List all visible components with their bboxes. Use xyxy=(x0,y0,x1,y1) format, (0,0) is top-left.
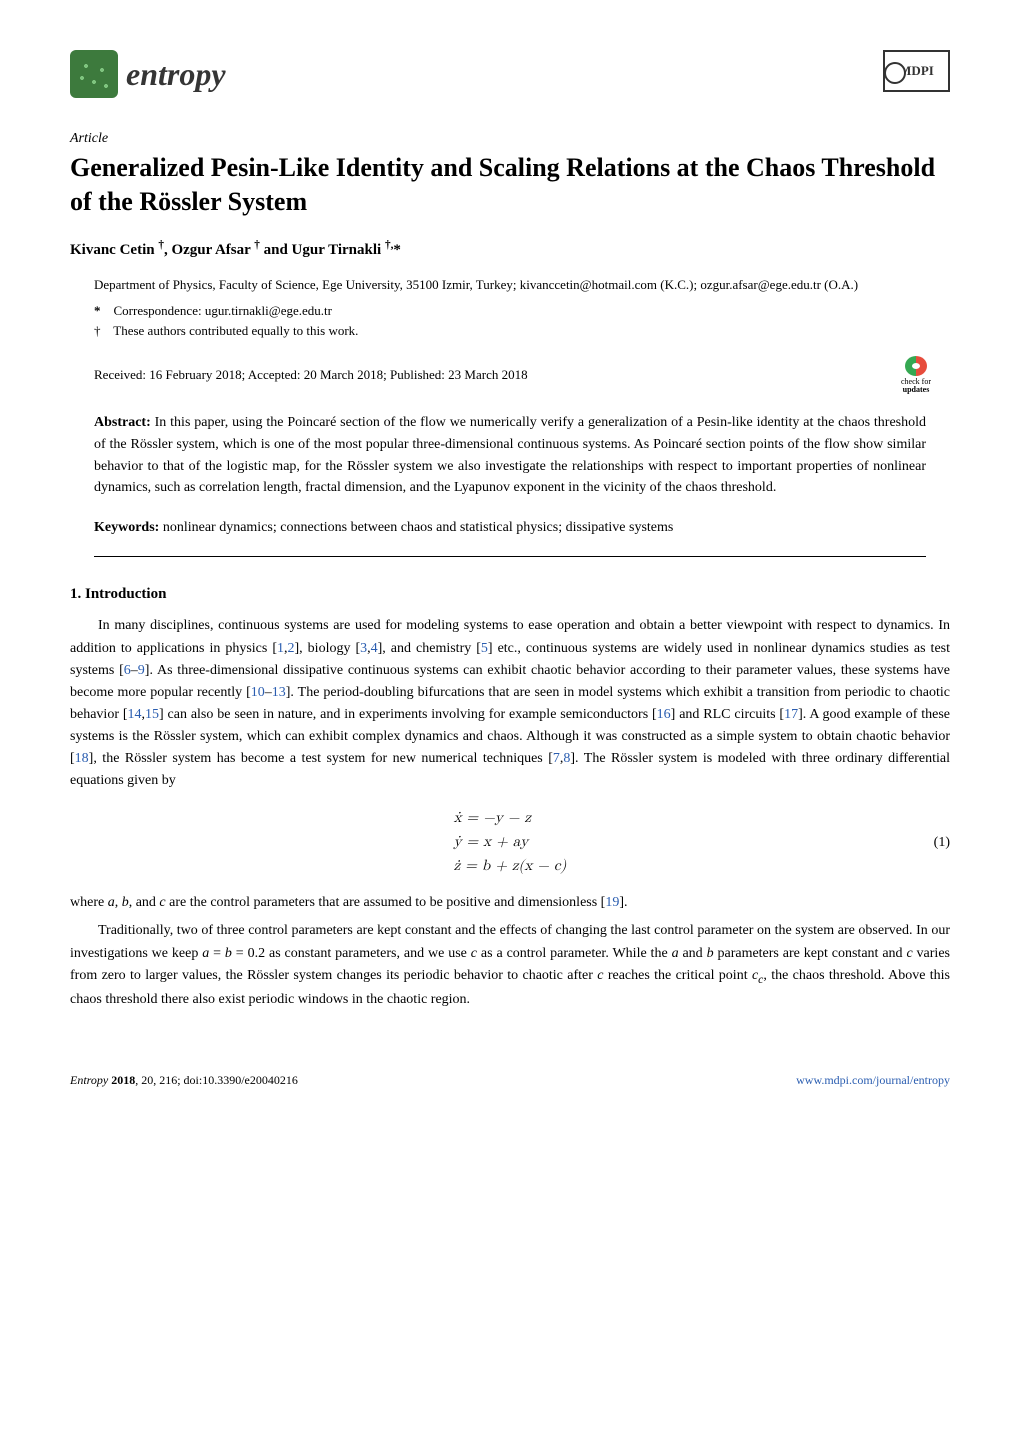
publisher-name: MDPI xyxy=(899,61,934,81)
keywords: Keywords: nonlinear dynamics; connection… xyxy=(94,517,926,538)
citation-link[interactable]: 15 xyxy=(145,707,159,722)
citation-link[interactable]: 2 xyxy=(288,641,295,656)
citation-link[interactable]: 17 xyxy=(784,707,798,722)
equation-number: (1) xyxy=(934,832,950,853)
publisher-logo: MDPI xyxy=(883,50,950,92)
footer-url[interactable]: www.mdpi.com/journal/entropy xyxy=(796,1071,950,1089)
citation-link[interactable]: 10 xyxy=(251,685,265,700)
footer-journal: Entropy xyxy=(70,1073,111,1087)
page-footer: Entropy 2018, 20, 216; doi:10.3390/e2004… xyxy=(70,1071,950,1089)
text-fragment: ]. xyxy=(619,895,627,910)
page-header: entropy MDPI xyxy=(70,50,950,98)
dates-row: Received: 16 February 2018; Accepted: 20… xyxy=(70,356,950,394)
text-fragment: ], biology [ xyxy=(295,641,361,656)
affiliation: Department of Physics, Faculty of Scienc… xyxy=(94,275,950,295)
citation-link[interactable]: 9 xyxy=(138,663,145,678)
text-fragment: ] can also be seen in nature, and in exp… xyxy=(159,707,657,722)
citation-link[interactable]: 5 xyxy=(481,641,488,656)
citation-link[interactable]: 3 xyxy=(360,641,367,656)
entropy-icon xyxy=(70,50,118,98)
equation-content: ẋ = −y − z ẏ = x + ay ż = b + z(x − c) xyxy=(454,806,567,878)
publication-dates: Received: 16 February 2018; Accepted: 20… xyxy=(94,365,528,385)
eq1-line2: ẏ = x + ay xyxy=(454,830,567,854)
authors: Kivanc Cetin †, Ozgur Afsar † and Ugur T… xyxy=(70,237,950,262)
citation-link[interactable]: 19 xyxy=(605,895,619,910)
footer-citation: , 20, 216; doi:10.3390/e20040216 xyxy=(135,1073,298,1087)
citation-link[interactable]: 6 xyxy=(124,663,131,678)
corr-text: Correspondence: ugur.tirnakli@ege.edu.tr xyxy=(114,303,332,318)
section-heading: 1. Introduction xyxy=(70,583,950,606)
text-fragment: where xyxy=(70,895,108,910)
text-fragment: a xyxy=(108,895,115,910)
eq1-line1: ẋ = −y − z xyxy=(454,806,567,830)
authors-text: Kivanc Cetin †, Ozgur Afsar † and Ugur T… xyxy=(70,242,401,258)
correspondence-line: * Correspondence: ugur.tirnakli@ege.edu.… xyxy=(94,301,950,322)
article-type: Article xyxy=(70,128,950,149)
abstract-label: Abstract: xyxy=(94,415,151,430)
abstract-text: In this paper, using the Poincaré sectio… xyxy=(94,415,926,495)
check-updates-badge[interactable]: check for updates xyxy=(882,356,950,394)
keywords-label: Keywords: xyxy=(94,520,159,535)
text-fragment: ], and chemistry [ xyxy=(378,641,481,656)
footer-left: Entropy 2018, 20, 216; doi:10.3390/e2004… xyxy=(70,1071,298,1089)
check-updates-label2: updates xyxy=(903,386,930,394)
divider xyxy=(94,556,926,557)
corr-marker: * xyxy=(94,303,101,318)
contrib-marker: † xyxy=(94,323,101,338)
citation-link[interactable]: 18 xyxy=(75,751,89,766)
abstract: Abstract: In this paper, using the Poinc… xyxy=(94,412,926,499)
contribution-line: † These authors contributed equally to t… xyxy=(94,321,950,342)
intro-para-3: Traditionally, two of three control para… xyxy=(70,920,950,1011)
footer-year: 2018 xyxy=(111,1073,135,1087)
citation-link[interactable]: 16 xyxy=(657,707,671,722)
citation-link[interactable]: 7 xyxy=(553,751,560,766)
text-fragment: ], the Rössler system has become a test … xyxy=(89,751,553,766)
intro-para-1: In many disciplines, continuous systems … xyxy=(70,615,950,792)
citation-link[interactable]: 13 xyxy=(272,685,286,700)
intro-para-2: where a, b, and c are the control parame… xyxy=(70,892,950,914)
journal-logo: entropy xyxy=(70,50,226,98)
journal-name: entropy xyxy=(126,50,226,98)
equation-1: ẋ = −y − z ẏ = x + ay ż = b + z(x − c) (… xyxy=(70,806,950,878)
contrib-text: These authors contributed equally to thi… xyxy=(113,323,358,338)
eq1-line3: ż = b + z(x − c) xyxy=(454,854,567,878)
text-fragment: b xyxy=(122,895,129,910)
citation-link[interactable]: 14 xyxy=(128,707,142,722)
citation-link[interactable]: 4 xyxy=(371,641,378,656)
text-fragment: ] and RLC circuits [ xyxy=(671,707,784,722)
article-title: Generalized Pesin-Like Identity and Scal… xyxy=(70,151,950,219)
citation-link[interactable]: 1 xyxy=(277,641,284,656)
keywords-text: nonlinear dynamics; connections between … xyxy=(163,520,674,535)
check-updates-icon xyxy=(905,356,927,376)
text-fragment: are the control parameters that are assu… xyxy=(166,895,606,910)
